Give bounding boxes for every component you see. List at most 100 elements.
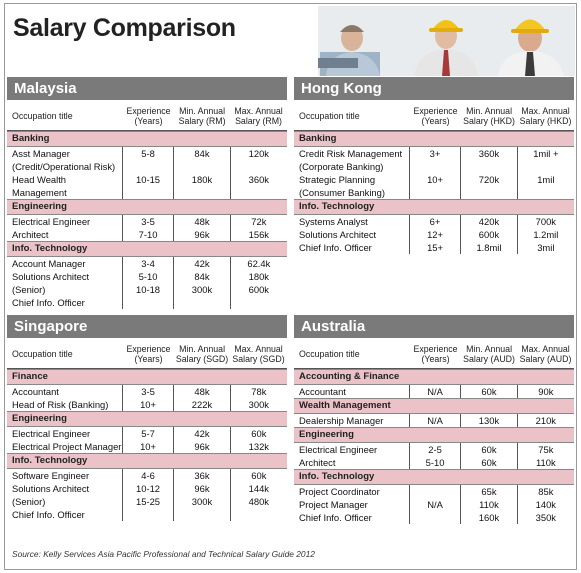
column-max: 60k 144k 480k (229, 469, 287, 521)
value-cell: 132k (248, 441, 269, 452)
column-min: 360k 720k (460, 147, 516, 199)
column-header-max: Max. Annual Salary (HKD) (517, 101, 574, 130)
value-cell (461, 186, 516, 199)
occupation-title: Head of Risk (Banking) (12, 399, 109, 410)
occupation-title: Project Manager (299, 499, 368, 510)
region-panel-singapore: Singapore Occupation title Experience (Yea… (7, 315, 287, 521)
column-header-text: Min. Annual Salary (HKD) (463, 105, 515, 126)
category-label: Finance (7, 369, 287, 385)
column-min: 420k 600k 1.8mil (460, 215, 516, 254)
occupation-title: Chief Info. Officer (299, 242, 372, 253)
column-headers: Occupation title Experience (Years) Min. A… (294, 339, 574, 369)
category-label: Info. Technology (7, 453, 287, 469)
column-max: 78k 300k (229, 385, 287, 411)
value-cell: N/A (427, 386, 443, 397)
column-header-text: Experience (Years) (413, 343, 458, 364)
value-cell: 90k (538, 386, 554, 397)
value-cell: 3-4 (141, 258, 155, 269)
value-cell: 5-10 (138, 271, 158, 282)
value-cell: 12+ (427, 229, 443, 240)
value-cell: 48k (194, 216, 210, 227)
value-cell (518, 186, 574, 199)
column-header-max: Max. Annual Salary (RM) (230, 101, 287, 130)
source-note: Source: Kelly Services Asia Pacific Prof… (12, 549, 315, 559)
category-rows: Project Coordinator Project Manager Chief … (294, 485, 574, 524)
value-cell (410, 160, 461, 173)
value-cell: 15-25 (136, 496, 161, 507)
column-header-text: Occupation title (299, 348, 360, 359)
value-cell: 360k (248, 174, 269, 185)
category-rows: Accountant N/A 60k 90k (294, 385, 574, 398)
column-max: 62.4k 180k 600k (229, 257, 287, 309)
column-header-text: Max. Annual Salary (RM) (234, 105, 283, 126)
column-titles: Credit Risk Management (Corporate Banking… (294, 147, 409, 199)
column-header-text: Min. Annual Salary (AUD) (463, 343, 515, 364)
occupation-title: (Consumer Banking) (299, 187, 385, 198)
value-cell: 6+ (429, 216, 441, 227)
value-cell: 3-5 (141, 386, 155, 397)
column-exp: 3-5 10+ (121, 385, 174, 411)
value-cell: 420k (478, 216, 500, 227)
category-label: Info. Technology (7, 241, 287, 257)
value-cell: 144k (248, 483, 269, 494)
column-min: 42k 96k (173, 427, 229, 453)
category-label: Engineering (294, 427, 574, 443)
column-headers: Occupation title Experience (Years) Min. A… (294, 101, 574, 131)
column-exp: 3+ 10+ (408, 147, 461, 199)
column-exp: 5-8 10-15 (121, 147, 174, 199)
value-cell: 96k (194, 229, 210, 240)
column-max: 90k (516, 385, 574, 398)
category-rows: Dealership Manager N/A 130k 210k (294, 414, 574, 427)
column-exp: 4-6 10-12 15-25 (121, 469, 174, 521)
region-title: Malaysia (7, 77, 287, 101)
value-cell (410, 186, 461, 199)
value-cell: 5-8 (141, 148, 155, 159)
column-header-text: Experience (Years) (126, 343, 171, 364)
value-cell: 42k (194, 428, 210, 439)
column-header-text: Min. Annual Salary (RM) (178, 105, 226, 126)
value-cell: 350k (535, 512, 556, 523)
value-cell (461, 160, 516, 173)
column-min: 84k 180k (173, 147, 229, 199)
value-cell: 10-15 (136, 174, 161, 185)
column-header-text: Max. Annual Salary (HKD) (519, 105, 572, 126)
column-header-text: Max. Annual Salary (SGD) (232, 343, 285, 364)
value-cell: 5-10 (425, 457, 445, 468)
column-max: 85k 140k 350k (516, 485, 574, 524)
column-header-exp: Experience (Years) (123, 339, 174, 368)
occupation-title: Electrical Project Manager (12, 441, 122, 452)
occupation-title: Dealership Manager (299, 415, 384, 426)
column-max: 120k 360k (229, 147, 287, 199)
column-titles: Project Coordinator Project Manager Chief … (294, 485, 409, 524)
person-hardhat-right-illustration (498, 19, 564, 76)
value-cell: 2-5 (428, 444, 442, 455)
occupation-title: Architect (12, 229, 49, 240)
value-cell: 180k (248, 271, 269, 282)
column-exp: 6+ 12+ 15+ (408, 215, 461, 254)
category-rows: Electrical Engineer Architect 2-5 5-10 60k 60… (294, 443, 574, 469)
column-max: 210k (516, 414, 574, 427)
occupation-title: Project Coordinator (299, 486, 380, 497)
column-titles: Asst Manager (Credit/Operational Risk) Hea… (7, 147, 122, 199)
occupation-title: Asst Manager (12, 148, 70, 159)
column-max: 700k 1.2mil 3mil (516, 215, 574, 254)
category-label: Accounting & Finance (294, 369, 574, 385)
region-title: Hong Kong (294, 77, 574, 101)
value-cell: 65k (481, 486, 497, 497)
column-header-min: Min. Annual Salary (AUD) (461, 339, 517, 368)
column-min: 60k (460, 385, 516, 398)
value-cell: 78k (251, 386, 267, 397)
category-rows: Electrical Engineer Electrical Project Ma… (7, 427, 287, 453)
occupation-title: Architect (299, 457, 336, 468)
column-header-min: Min. Annual Salary (SGD) (174, 339, 230, 368)
occupation-title: Chief Info. Officer (12, 297, 85, 308)
value-cell: 180k (191, 174, 213, 185)
column-exp: N/A (408, 414, 461, 427)
value-cell: 300k (248, 399, 269, 410)
category-rows: Accountant Head of Risk (Banking) 3-5 10+ 48… (7, 385, 287, 411)
column-exp: 3-5 7-10 (121, 215, 174, 241)
region-panel-australia: Australia Occupation title Experience (Yea… (294, 315, 574, 524)
column-exp: N/A (408, 385, 461, 398)
occupation-title: Electrical Engineer (12, 216, 91, 227)
column-titles: Accountant (294, 385, 409, 398)
